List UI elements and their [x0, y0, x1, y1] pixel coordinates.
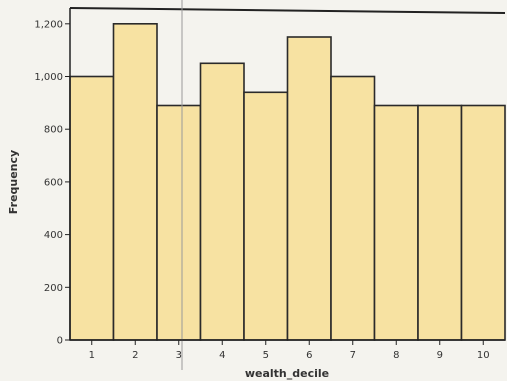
x-tick-label-4: 4 [219, 350, 225, 361]
y-tick-label-200: 200 [44, 283, 63, 294]
x-tick-label-2: 2 [132, 350, 138, 361]
y-tick-label-1200: 1,200 [34, 19, 63, 30]
x-tick-label-5: 5 [263, 350, 269, 361]
bar-8 [373, 104, 419, 341]
y-tick-label-0: 0 [57, 336, 63, 347]
y-tick-label-800: 800 [44, 125, 63, 136]
x-tick-label-1: 1 [89, 350, 95, 361]
bar-4 [199, 62, 245, 341]
bar-1 [69, 75, 115, 341]
x-tick-label-3: 3 [176, 350, 182, 361]
x-tick-label-7: 7 [350, 350, 356, 361]
y-ticks-group: 0 200 400 600 800 1,000 1,200 [34, 19, 70, 347]
y-tick-label-1000: 1,000 [34, 72, 63, 83]
bar-2 [112, 22, 158, 341]
x-tick-label-9: 9 [437, 350, 443, 361]
x-tick-label-6: 6 [306, 350, 312, 361]
y-axis-title: Frequency [7, 150, 20, 214]
x-ticks-group: 1 2 3 4 5 6 7 8 9 10 [89, 340, 490, 361]
bars-group [69, 22, 506, 341]
bar-10 [460, 104, 506, 341]
x-axis-title: wealth_decile [245, 367, 329, 380]
x-tick-label-8: 8 [393, 350, 399, 361]
bar-3 [156, 104, 202, 341]
x-tick-label-10: 10 [477, 350, 490, 361]
top-frame-line [69, 7, 506, 14]
y-tick-label-400: 400 [44, 230, 63, 241]
bar-9 [417, 104, 463, 341]
bar-7 [330, 75, 376, 341]
bar-6 [286, 36, 332, 341]
y-tick-label-600: 600 [44, 177, 63, 188]
bar-5 [243, 91, 289, 341]
